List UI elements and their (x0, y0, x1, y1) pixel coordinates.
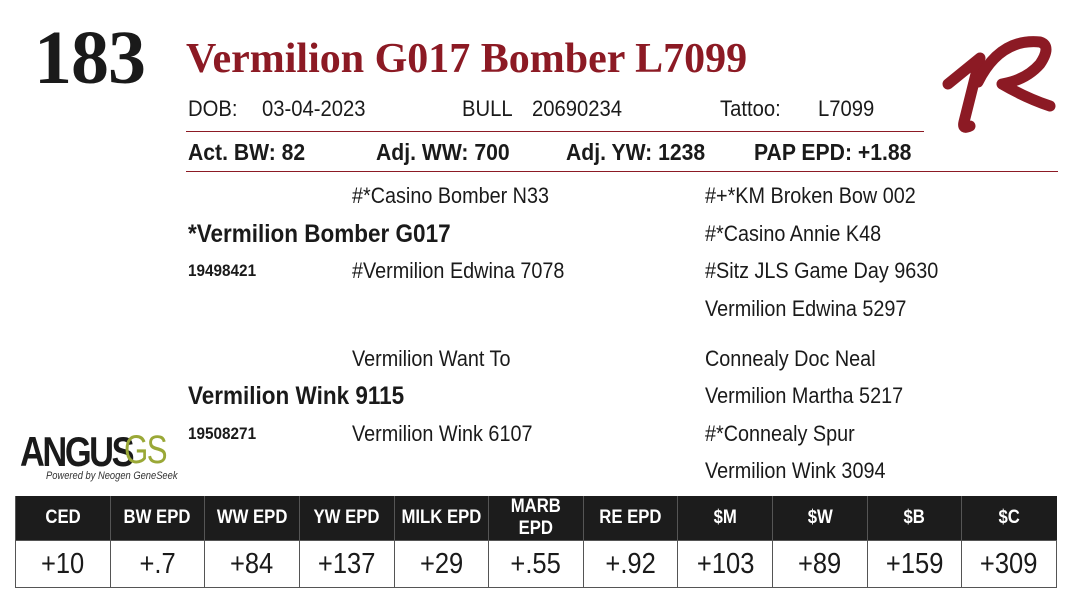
sire-dam: #Vermilion Edwina 7078 (352, 258, 565, 283)
sire-dam-dam: Vermilion Edwina 5297 (705, 296, 907, 321)
tattoo-label: Tattoo: (720, 96, 781, 121)
epd-header-row: CED BW EPD WW EPD YW EPD MILK EPD MARB E… (15, 496, 1057, 541)
epd-value-ww: +84 (204, 540, 300, 588)
sire-name: *Vermilion Bomber G017 (188, 220, 451, 248)
epd-header-marb: MARB EPD (488, 496, 584, 541)
epd-table: CED BW EPD WW EPD YW EPD MILK EPD MARB E… (15, 496, 1057, 588)
angus-logo-tagline: Powered by Neogen GeneSeek (46, 470, 178, 482)
dam-dam-sire: #*Connealy Spur (705, 421, 855, 446)
angus-logo-word: ANGUS (20, 428, 135, 475)
epd-header-ced: CED (15, 496, 111, 541)
epd-header-re: RE EPD (582, 496, 678, 541)
epd-value-re: +.92 (582, 540, 679, 588)
epd-value-m: +103 (677, 540, 773, 588)
dam-registration: 19508271 (188, 424, 257, 443)
epd-header-b: $B (866, 496, 962, 541)
actual-birth-weight: Act. BW: 82 (188, 139, 306, 165)
adjusted-yearling-weight: Adj. YW: 1238 (566, 139, 706, 165)
adjusted-weaning-weight: Adj. WW: 700 (376, 139, 510, 165)
lot-number: 183 (34, 16, 146, 100)
epd-header-w: $W (772, 496, 868, 541)
animal-name: Vermilion G017 Bomber L7099 (186, 36, 748, 82)
dam-name: Vermilion Wink 9115 (188, 382, 405, 410)
epd-value-c: +309 (961, 540, 1057, 588)
dob-label: DOB: (188, 96, 238, 121)
epd-value-marb: +.55 (488, 540, 584, 588)
epd-header-ww: WW EPD (204, 496, 300, 541)
epd-value-ced: +10 (15, 540, 111, 588)
sire-registration: 19498421 (188, 261, 257, 280)
stats-divider (186, 171, 1058, 172)
dam-dam-dam: Vermilion Wink 3094 (705, 458, 886, 483)
registration-number: 20690234 (532, 96, 623, 121)
sex-label: BULL (462, 96, 513, 121)
epd-header-bw: BW EPD (109, 496, 205, 541)
sire-sire: #*Casino Bomber N33 (352, 183, 550, 208)
angus-gs-logo: ANGUS GS Powered by Neogen GeneSeek (20, 428, 180, 488)
info-divider (186, 131, 924, 132)
dam-sire-sire: Connealy Doc Neal (705, 346, 876, 371)
sire-sire-sire: #+*KM Broken Bow 002 (705, 183, 916, 208)
tattoo-value: L7099 (818, 96, 875, 121)
epd-value-b: +159 (866, 540, 963, 588)
sire-sire-dam: #*Casino Annie K48 (705, 221, 882, 246)
epd-value-milk: +29 (393, 540, 490, 588)
epd-value-w: +89 (772, 540, 868, 588)
epd-header-milk: MILK EPD (393, 496, 489, 541)
epd-header-yw: YW EPD (298, 496, 394, 541)
dob-value: 03-04-2023 (262, 96, 366, 121)
dam-sire-dam: Vermilion Martha 5217 (705, 383, 904, 408)
dam-dam: Vermilion Wink 6107 (352, 421, 533, 446)
epd-value-row: +10 +.7 +84 +137 +29 +.55 +.92 +103 +89 … (15, 540, 1057, 588)
dam-sire: Vermilion Want To (352, 346, 511, 371)
epd-header-m: $M (677, 496, 773, 541)
epd-header-c: $C (961, 496, 1057, 541)
sire-dam-sire: #Sitz JLS Game Day 9630 (705, 258, 939, 283)
angus-logo-gs: GS (124, 428, 168, 472)
vr-brand-logo (942, 36, 1056, 133)
epd-value-bw: +.7 (109, 540, 206, 588)
epd-value-yw: +137 (298, 540, 395, 588)
pap-epd: PAP EPD: +1.88 (754, 139, 912, 165)
